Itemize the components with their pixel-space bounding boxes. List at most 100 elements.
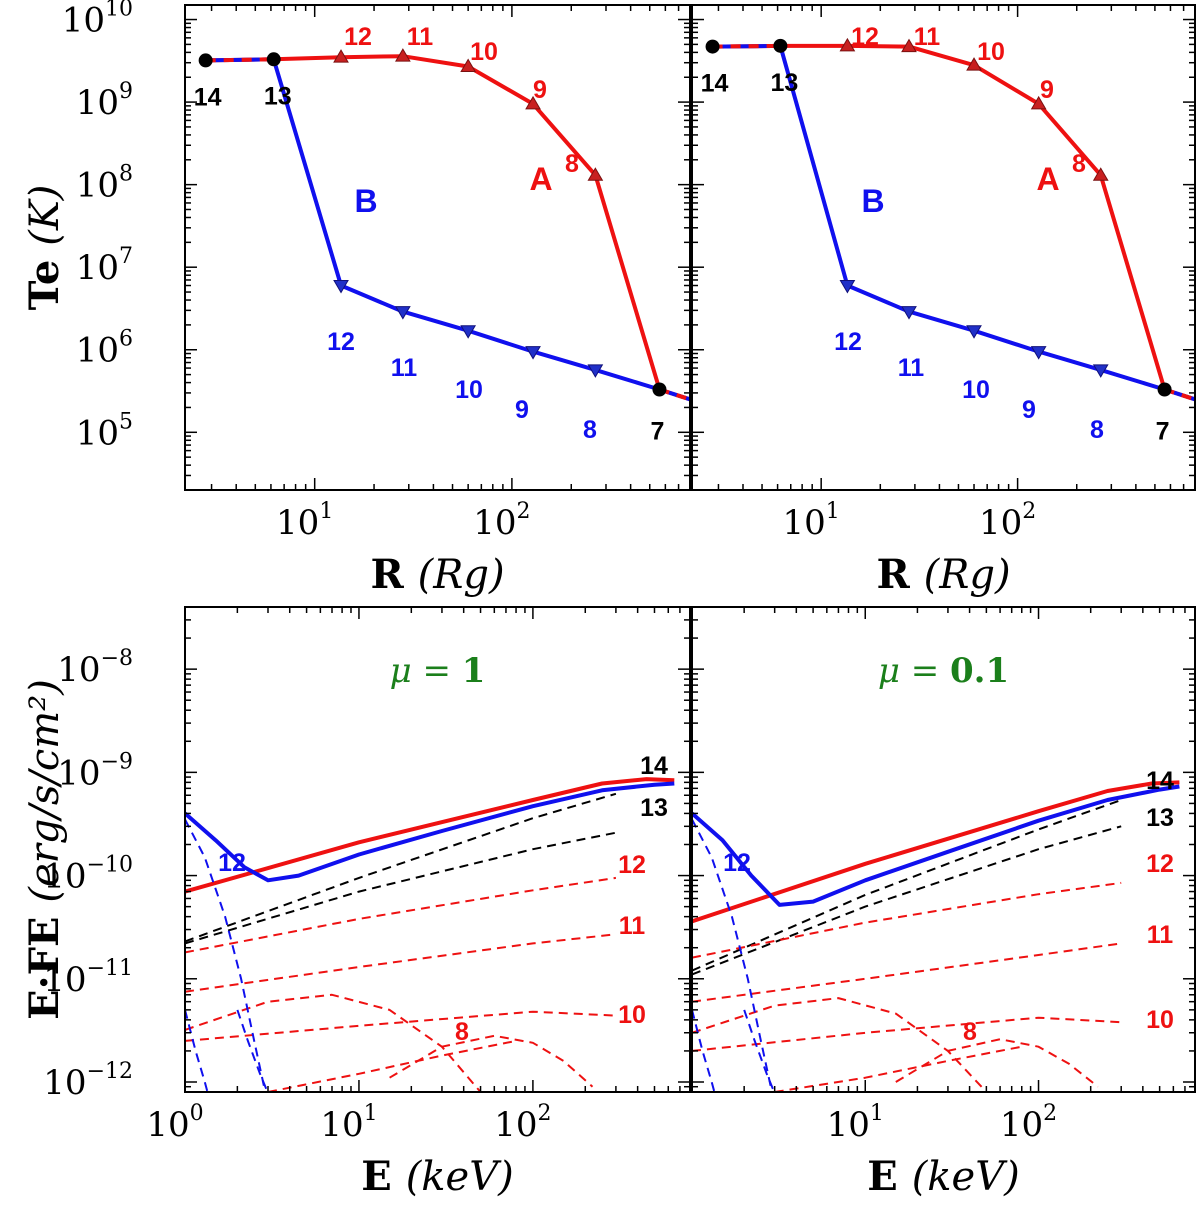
y-tick-exponent: 5 bbox=[119, 409, 133, 434]
shared-point-marker bbox=[773, 38, 788, 53]
series-A-triangle-marker bbox=[839, 37, 856, 52]
series-B-line bbox=[205, 57, 690, 402]
x-tick-label: 101 bbox=[783, 499, 840, 543]
series-B-triangle-marker bbox=[901, 306, 917, 320]
series-9-line bbox=[692, 997, 988, 1092]
x-axis-symbol: E bbox=[361, 1153, 405, 1200]
series-12-line bbox=[692, 881, 1122, 959]
series-14-line bbox=[692, 799, 1122, 972]
radius-label-7: 7 bbox=[1156, 417, 1170, 445]
y-tick-exponent: −12 bbox=[87, 1059, 133, 1084]
plot-area bbox=[205, 48, 690, 402]
y-tick-label: 109 bbox=[76, 79, 133, 123]
x-tick-label: 101 bbox=[827, 1101, 884, 1145]
x-axis-label: R (Rg) bbox=[876, 551, 1010, 598]
y-tick-label: 106 bbox=[76, 327, 133, 371]
curve-label-11: 11 bbox=[1147, 921, 1174, 949]
y-tick-label: 107 bbox=[76, 244, 133, 288]
y-tick-exponent: 7 bbox=[119, 244, 133, 269]
y-tick-exponent: 8 bbox=[119, 162, 133, 187]
x-axis-unit: (keV) bbox=[406, 1154, 514, 1200]
radius-label-b: 12 bbox=[834, 328, 862, 356]
x-axis-symbol: R bbox=[370, 551, 417, 598]
y-tick-label: 108 bbox=[76, 162, 133, 206]
x-tick-exponent: 2 bbox=[1022, 499, 1036, 524]
curve-label-13: 13 bbox=[640, 794, 668, 822]
series-B-line bbox=[712, 43, 1195, 402]
y-axis-label: Te (K) bbox=[21, 185, 68, 311]
series-B-12-line bbox=[185, 818, 267, 1092]
y-tick-exponent: −11 bbox=[87, 956, 133, 981]
x-tick-label: 101 bbox=[276, 499, 333, 543]
x-axis-label: E (keV) bbox=[867, 1153, 1019, 1200]
y-tick-exponent: 6 bbox=[119, 327, 133, 352]
curve-label-14: 14 bbox=[640, 752, 668, 780]
series-11-line bbox=[692, 942, 1122, 1003]
radius-label-b: 9 bbox=[515, 396, 529, 424]
curve-label-12: 12 bbox=[1146, 850, 1174, 878]
y-tick-label: 10−9 bbox=[57, 749, 133, 793]
plot-frame bbox=[691, 4, 1196, 491]
radius-label-b: 8 bbox=[583, 416, 597, 444]
radius-label-b: 10 bbox=[455, 376, 483, 404]
radius-label-a: 12 bbox=[851, 23, 879, 51]
y-axis-symbol: E·FE bbox=[21, 903, 68, 1020]
series-13-line bbox=[185, 831, 617, 945]
shared-point-marker bbox=[1157, 382, 1172, 397]
plot-frame bbox=[184, 606, 691, 1093]
curve-label-11: 11 bbox=[619, 912, 646, 940]
series-A-triangle-marker bbox=[460, 58, 477, 72]
y-tick-exponent: 10 bbox=[105, 0, 133, 22]
series-B-triangle-marker bbox=[525, 346, 541, 360]
series-A-triangle-marker bbox=[394, 48, 411, 62]
y-axis-label: E·FE (erg/s/cm²) bbox=[21, 679, 68, 1020]
y-tick-label: 105 bbox=[76, 409, 133, 453]
series-11-line bbox=[185, 933, 617, 993]
series-A-line bbox=[712, 43, 1195, 402]
curve-label-14: 14 bbox=[1146, 767, 1174, 795]
x-axis-label: E (keV) bbox=[361, 1153, 513, 1200]
curve-label-12: 12 bbox=[218, 849, 246, 877]
x-tick-label: 102 bbox=[1000, 1101, 1057, 1145]
radius-label-14: 14 bbox=[701, 70, 729, 98]
series-A-triangle-marker bbox=[1030, 95, 1047, 110]
shared-point-marker bbox=[705, 39, 720, 54]
series-A-triangle-marker bbox=[1092, 167, 1109, 181]
y-axis-symbol: Te bbox=[21, 246, 68, 311]
y-tick-exponent: −8 bbox=[101, 646, 133, 671]
series-B-12-line bbox=[692, 818, 773, 1092]
radius-label-a: 11 bbox=[914, 23, 941, 51]
x-tick-exponent: 2 bbox=[1043, 1101, 1057, 1126]
radius-label-a: 12 bbox=[344, 23, 372, 51]
series-B-11-line bbox=[185, 1009, 209, 1092]
series-A-total-line bbox=[185, 777, 675, 894]
panel-title: μ = 0.1 bbox=[878, 651, 1009, 691]
plot-frame bbox=[691, 606, 1196, 1093]
x-axis-unit: (Rg) bbox=[924, 552, 1011, 598]
plot-area bbox=[692, 780, 1180, 1092]
series-A-triangle-marker bbox=[901, 38, 917, 53]
curve-label-12: 12 bbox=[723, 849, 751, 877]
series-B-triangle-marker bbox=[839, 280, 856, 294]
series-B-triangle-marker bbox=[1030, 346, 1047, 360]
y-tick-label: 10−8 bbox=[57, 646, 133, 690]
x-tick-exponent: 2 bbox=[538, 1101, 552, 1126]
region-label-b: B bbox=[861, 183, 884, 219]
x-tick-exponent: 2 bbox=[517, 499, 531, 524]
y-tick-exponent: 9 bbox=[119, 79, 133, 104]
plot-area bbox=[185, 777, 675, 1092]
y-axis-unit: (K) bbox=[22, 185, 68, 246]
x-tick-label: 101 bbox=[320, 1101, 377, 1145]
radius-label-a: 9 bbox=[1040, 76, 1054, 104]
radius-label-b: 9 bbox=[1022, 396, 1036, 424]
series-7-line bbox=[267, 1039, 517, 1092]
radius-label-a: 11 bbox=[407, 23, 434, 51]
plot-frame bbox=[184, 4, 691, 491]
y-tick-label: 10−12 bbox=[43, 1059, 133, 1103]
series-B-triangle-marker bbox=[587, 364, 604, 378]
series-B-triangle-marker bbox=[394, 306, 411, 320]
region-label-a: A bbox=[1036, 161, 1059, 197]
series-B-triangle-marker bbox=[460, 325, 477, 339]
